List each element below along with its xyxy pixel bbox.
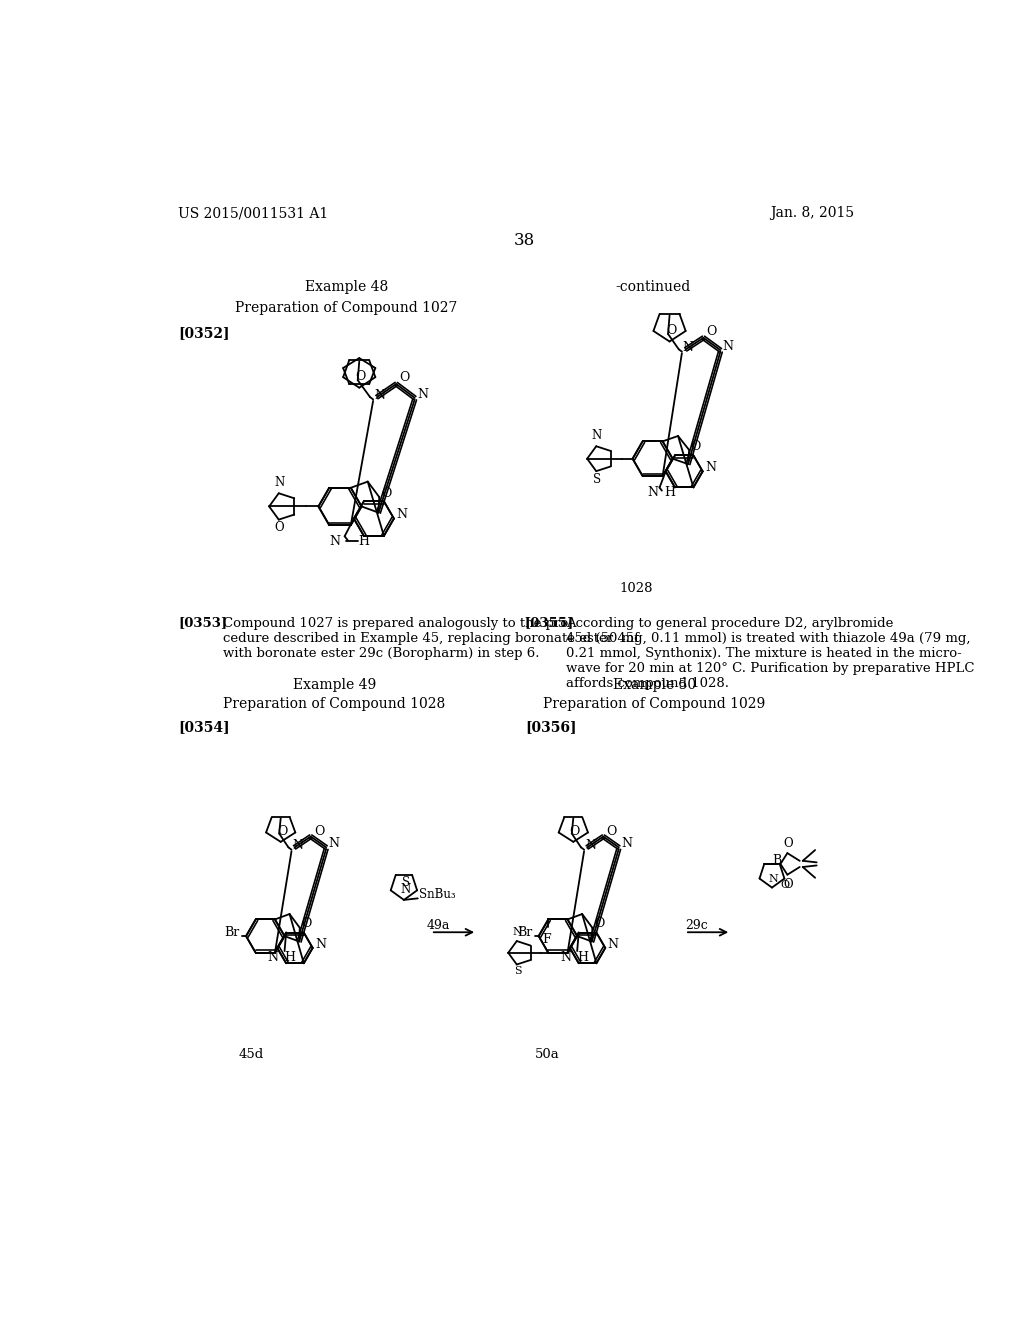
Text: O: O <box>594 917 604 931</box>
Text: Example 49: Example 49 <box>293 678 376 692</box>
Text: N: N <box>585 840 596 853</box>
Text: N: N <box>621 837 632 850</box>
Text: O: O <box>780 880 790 890</box>
Text: Jan. 8, 2015: Jan. 8, 2015 <box>770 206 854 220</box>
Text: H: H <box>285 950 296 964</box>
Text: H: H <box>358 535 370 548</box>
Text: O: O <box>707 325 717 338</box>
Text: N: N <box>607 937 618 950</box>
Text: N: N <box>292 840 303 853</box>
Text: O: O <box>399 371 410 384</box>
Text: B: B <box>773 854 782 866</box>
Text: O: O <box>313 825 325 838</box>
Text: N: N <box>769 874 778 884</box>
Text: 38: 38 <box>514 231 536 248</box>
Text: [0356]: [0356] <box>524 721 577 734</box>
Text: O: O <box>569 825 580 838</box>
Text: N: N <box>267 950 279 964</box>
Text: N: N <box>723 339 733 352</box>
Text: O: O <box>274 521 285 535</box>
Text: Compound 1027 is prepared analogously to the pro-
cedure described in Example 45: Compound 1027 is prepared analogously to… <box>223 616 639 660</box>
Text: [0354]: [0354] <box>178 721 230 734</box>
Text: O: O <box>783 837 793 850</box>
Text: N: N <box>513 927 522 937</box>
Text: 1028: 1028 <box>620 582 653 595</box>
Text: Preparation of Compound 1028: Preparation of Compound 1028 <box>223 697 445 711</box>
Text: According to general procedure D2, arylbromide
45d (50 mg, 0.11 mmol) is treated: According to general procedure D2, arylb… <box>565 616 974 689</box>
Text: Preparation of Compound 1027: Preparation of Compound 1027 <box>234 301 458 315</box>
Text: O: O <box>783 878 793 891</box>
Text: N: N <box>683 342 693 354</box>
Text: N: N <box>274 475 285 488</box>
Text: -continued: -continued <box>615 280 691 294</box>
Text: [0353]: [0353] <box>178 616 227 630</box>
Text: N: N <box>560 950 571 964</box>
Text: Br: Br <box>224 925 240 939</box>
Text: O: O <box>301 917 311 931</box>
Text: 50a: 50a <box>535 1048 559 1061</box>
Text: Example 48: Example 48 <box>304 280 388 294</box>
Text: 49a: 49a <box>427 919 451 932</box>
Text: Preparation of Compound 1029: Preparation of Compound 1029 <box>543 697 765 711</box>
Text: O: O <box>666 323 676 337</box>
Text: 45d: 45d <box>239 1048 263 1061</box>
Text: N: N <box>705 461 716 474</box>
Text: O: O <box>355 370 366 383</box>
Text: H: H <box>578 950 588 964</box>
Text: O: O <box>278 825 288 838</box>
Text: [0352]: [0352] <box>178 326 229 341</box>
Text: Example 50: Example 50 <box>612 678 695 692</box>
Text: SnBu₃: SnBu₃ <box>419 888 456 902</box>
Text: N: N <box>417 388 428 400</box>
Text: S: S <box>514 966 521 975</box>
Text: [0355]: [0355] <box>524 616 574 630</box>
Text: N: N <box>396 508 408 521</box>
Text: Br: Br <box>517 925 532 939</box>
Text: F: F <box>543 932 551 945</box>
Text: US 2015/0011531 A1: US 2015/0011531 A1 <box>178 206 329 220</box>
Text: N: N <box>329 837 339 850</box>
Text: S: S <box>593 473 601 486</box>
Text: N: N <box>647 486 658 499</box>
Text: N: N <box>592 429 602 442</box>
Text: N: N <box>315 937 326 950</box>
Text: H: H <box>665 486 675 499</box>
Text: N: N <box>374 389 385 403</box>
Text: N: N <box>400 883 411 896</box>
Text: N: N <box>329 535 340 548</box>
Text: S: S <box>401 876 410 890</box>
Text: O: O <box>381 487 391 500</box>
Text: 29c: 29c <box>685 919 708 932</box>
Text: O: O <box>606 825 616 838</box>
Text: O: O <box>691 440 701 453</box>
